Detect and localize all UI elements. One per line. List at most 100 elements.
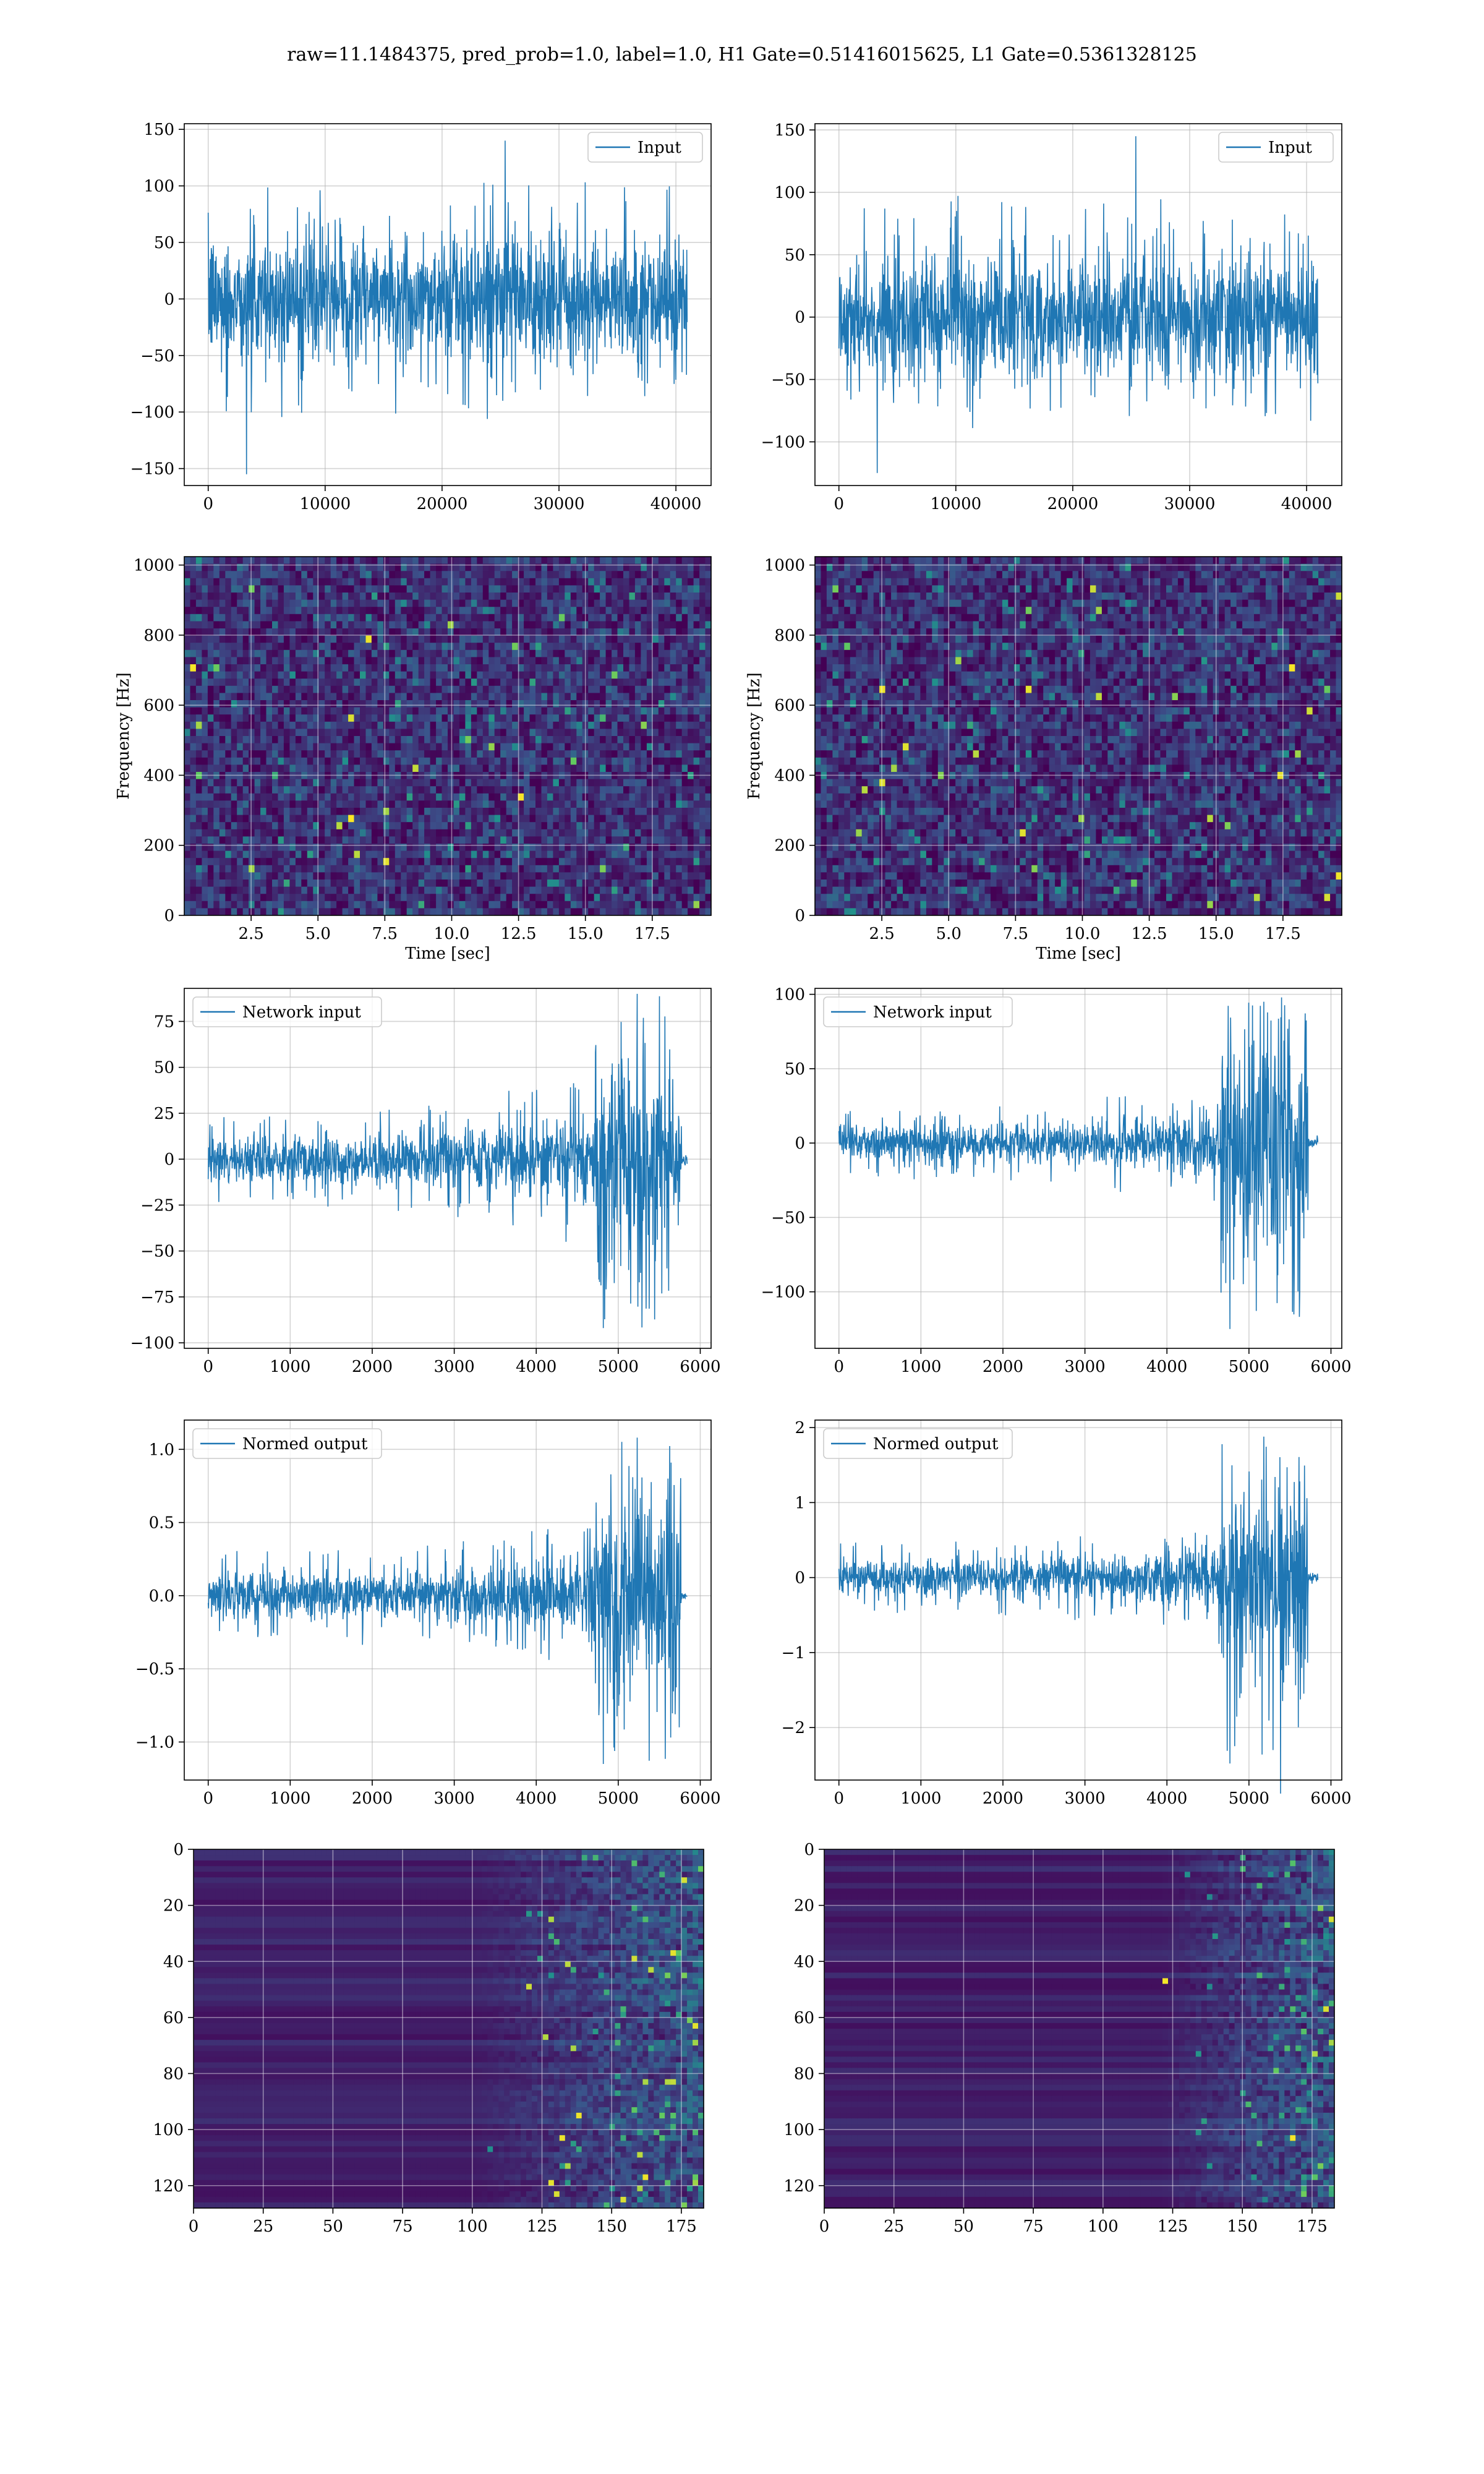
heatmap-cell	[815, 693, 821, 700]
heatmap-cell	[208, 872, 214, 880]
heatmap-cell	[412, 643, 419, 650]
heatmap-cell	[506, 636, 513, 643]
heatmap-cell	[821, 901, 827, 909]
heatmap-cell	[495, 585, 501, 593]
heatmap-cell	[535, 643, 542, 650]
heatmap-cell	[190, 872, 197, 880]
heatmap-cell	[459, 786, 466, 794]
heatmap-cell	[506, 736, 513, 743]
heatmap-cell	[442, 880, 448, 887]
heatmap-cell	[272, 714, 278, 722]
heatmap-cell	[535, 585, 542, 593]
heatmap-cell	[454, 901, 460, 909]
heatmap-cell	[682, 908, 688, 915]
heatmap-cell	[465, 600, 471, 607]
heatmap-cell	[535, 880, 542, 887]
heatmap-cell	[412, 557, 419, 564]
heatmap-cell	[202, 750, 208, 758]
heatmap-cell	[383, 657, 390, 664]
heatmap-cell	[594, 714, 600, 722]
heatmap-cell	[535, 600, 542, 607]
heatmap-cell	[471, 851, 477, 858]
heatmap-cell	[331, 758, 337, 765]
heatmap-cell	[208, 800, 214, 808]
heatmap-cell	[459, 764, 466, 772]
heatmap-cell	[231, 844, 237, 851]
heatmap-cell	[832, 750, 838, 758]
heatmap-cell	[618, 901, 624, 909]
heatmap-cell	[676, 693, 682, 700]
heatmap-cell	[850, 714, 856, 722]
heatmap-cell	[278, 808, 284, 815]
heatmap-cell	[231, 808, 237, 815]
heatmap-cell	[289, 643, 296, 650]
heatmap-cell	[301, 815, 307, 823]
heatmap-cell	[407, 650, 413, 657]
heatmap-cell	[348, 758, 354, 765]
heatmap-cell	[500, 722, 506, 729]
heatmap-cell	[483, 593, 489, 600]
heatmap-cell	[838, 851, 845, 858]
heatmap-cell	[325, 708, 331, 715]
heatmap-cell	[272, 836, 278, 844]
heatmap-cell	[348, 764, 354, 772]
heatmap-cell	[850, 700, 856, 708]
heatmap-cell	[237, 786, 243, 794]
heatmap-cell	[419, 708, 425, 715]
heatmap-cell	[827, 664, 833, 672]
heatmap-cell	[477, 901, 483, 909]
heatmap-cell	[652, 808, 659, 815]
heatmap-cell	[664, 887, 670, 894]
heatmap-cell	[652, 901, 659, 909]
heatmap-cell	[571, 829, 577, 837]
heatmap-cell	[319, 722, 325, 729]
heatmap-cell	[407, 794, 413, 801]
heatmap-cell	[838, 614, 845, 622]
heatmap-cell	[676, 800, 682, 808]
heatmap-cell	[190, 815, 197, 823]
heatmap-cell	[524, 714, 530, 722]
heatmap-cell	[354, 593, 360, 600]
heatmap-cell	[220, 743, 226, 751]
heatmap-cell	[225, 621, 231, 628]
heatmap-cell	[190, 736, 197, 743]
heatmap-cell	[659, 729, 665, 736]
heatmap-cell	[395, 887, 401, 894]
heatmap-cell	[383, 800, 390, 808]
heatmap-cell	[652, 786, 659, 794]
heatmap-cell	[682, 729, 688, 736]
heatmap-cell	[366, 643, 372, 650]
heatmap-cell	[208, 700, 214, 708]
heatmap-cell	[682, 829, 688, 837]
heatmap-cell	[184, 858, 190, 865]
heatmap-cell	[500, 614, 506, 622]
heatmap-cell	[676, 750, 682, 758]
heatmap-cell	[213, 614, 220, 622]
heatmap-cell	[454, 779, 460, 787]
heatmap-cell	[618, 794, 624, 801]
heatmap-cell	[483, 600, 489, 607]
heatmap-cell	[600, 844, 606, 851]
heatmap-cell	[343, 693, 349, 700]
heatmap-cell	[576, 758, 582, 765]
heatmap-cell	[196, 887, 202, 894]
heatmap-cell	[208, 808, 214, 815]
heatmap-cell	[488, 894, 495, 901]
heatmap-cell	[366, 708, 372, 715]
heatmap-cell	[535, 578, 542, 586]
heatmap-cell	[623, 743, 629, 751]
heatmap-cell	[249, 901, 255, 909]
heatmap-cell	[260, 829, 267, 837]
heatmap-cell	[664, 779, 670, 787]
heatmap-cell	[184, 729, 190, 736]
heatmap-cell	[641, 708, 647, 715]
heatmap-cell	[436, 764, 442, 772]
heatmap-cell	[454, 844, 460, 851]
heatmap-cell	[827, 650, 833, 657]
heatmap-cell	[652, 693, 659, 700]
heatmap-cell	[571, 858, 577, 865]
heatmap-cell	[389, 557, 395, 564]
heatmap-cell	[600, 672, 606, 679]
heatmap-cell	[436, 829, 442, 837]
heatmap-cell	[827, 657, 833, 664]
